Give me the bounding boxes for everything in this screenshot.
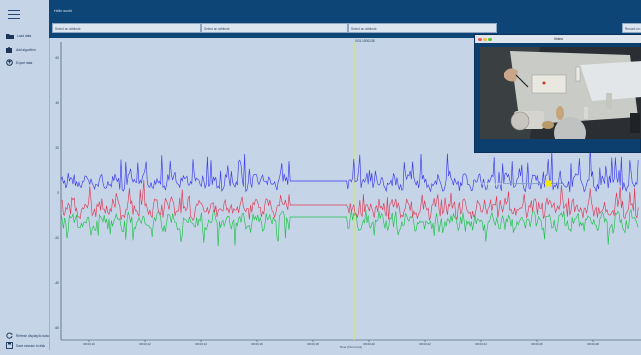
series-green-line (60, 208, 639, 247)
x-tick-label: 00:00:20 (363, 342, 375, 346)
save-session-button[interactable]: Save session to disk (6, 342, 45, 349)
x-tick-label: 00:00:10 (83, 342, 95, 346)
video-window[interactable]: Video Playback speed (474, 34, 641, 187)
maximize-window-icon[interactable] (488, 37, 492, 41)
x-tick-label: 00:00:18 (307, 342, 319, 346)
playback-slider-thumb[interactable] (545, 180, 551, 187)
x-tick-label: 00:00:24 (475, 342, 487, 346)
sidebar-item-label: Export data (16, 60, 33, 65)
record-field[interactable]: Record on data (622, 23, 641, 33)
x-axis-label: Time (hh:mm:ss) (340, 345, 362, 349)
export-icon (6, 59, 13, 66)
x-tick-label: 00:00:14 (195, 342, 207, 346)
series-blue-line (60, 145, 639, 193)
save-icon (6, 342, 13, 349)
plot-canvas[interactable]: 0:01:1000138 60 40 20 0 -20 -40 -60 00:00:10 00… (49, 38, 641, 350)
attribute-select-2[interactable]: Select an attribute (201, 23, 348, 33)
sidebar-item-load-data[interactable]: Load data (6, 33, 31, 39)
video-still-image (480, 47, 641, 139)
y-tick-label: -20 (54, 236, 59, 240)
x-tick-label: 00:00:28 (587, 342, 599, 346)
y-tick-label: 60 (55, 56, 59, 60)
x-tick-label: 00:00:12 (139, 342, 151, 346)
x-tick-label: 00:00:22 (419, 342, 431, 346)
video-title: Video (553, 37, 564, 41)
refresh-label: Refresh display/to data (16, 333, 49, 338)
y-tick-label: 40 (55, 101, 59, 105)
attribute-select-1[interactable]: Select an attribute (52, 23, 201, 33)
attribute-select-3[interactable]: Select an attribute (348, 23, 497, 33)
top-bar: Hello world Select an attribute Select a… (49, 0, 641, 38)
close-window-icon[interactable] (478, 37, 482, 41)
sidebar-item-label: Load data (17, 34, 32, 38)
refresh-button[interactable]: Refresh display/to data (6, 332, 49, 339)
folder-icon (6, 34, 14, 39)
sidebar: Load data Add algorithm Export data Refr… (0, 0, 50, 350)
video-title-bar[interactable]: Video (475, 35, 641, 43)
sidebar-item-export-data[interactable]: Export data (6, 59, 32, 66)
video-frame[interactable] (480, 47, 641, 139)
signal-plot[interactable]: 0:01:1000138 60 40 20 0 -20 -40 -60 00:00:10 00… (49, 38, 641, 350)
save-session-label: Save session to disk (16, 343, 46, 348)
playback-speed-label: Playback speed (480, 182, 503, 186)
cursor-label: 0:01:1000138 (355, 39, 375, 43)
y-tick-label: 0 (57, 191, 59, 195)
puzzle-icon (6, 47, 12, 53)
x-tick-label: 00:00:16 (251, 342, 263, 346)
series-red-line (60, 180, 639, 222)
y-tick-label: -40 (54, 281, 59, 285)
sidebar-item-add-algorithm[interactable]: Add algorithm (6, 46, 36, 53)
app-title: Hello world (54, 9, 72, 13)
refresh-icon (6, 332, 13, 339)
y-tick-label: 20 (55, 146, 59, 150)
video-controls-canvas: Playback speed (480, 180, 563, 187)
minimize-window-icon[interactable] (483, 37, 487, 41)
video-controls: Playback speed (480, 176, 640, 194)
y-tick-label: -60 (54, 326, 59, 330)
hamburger-menu-icon[interactable] (8, 10, 20, 19)
sidebar-item-label: Add algorithm (16, 47, 36, 52)
x-tick-label: 00:00:26 (531, 342, 543, 346)
